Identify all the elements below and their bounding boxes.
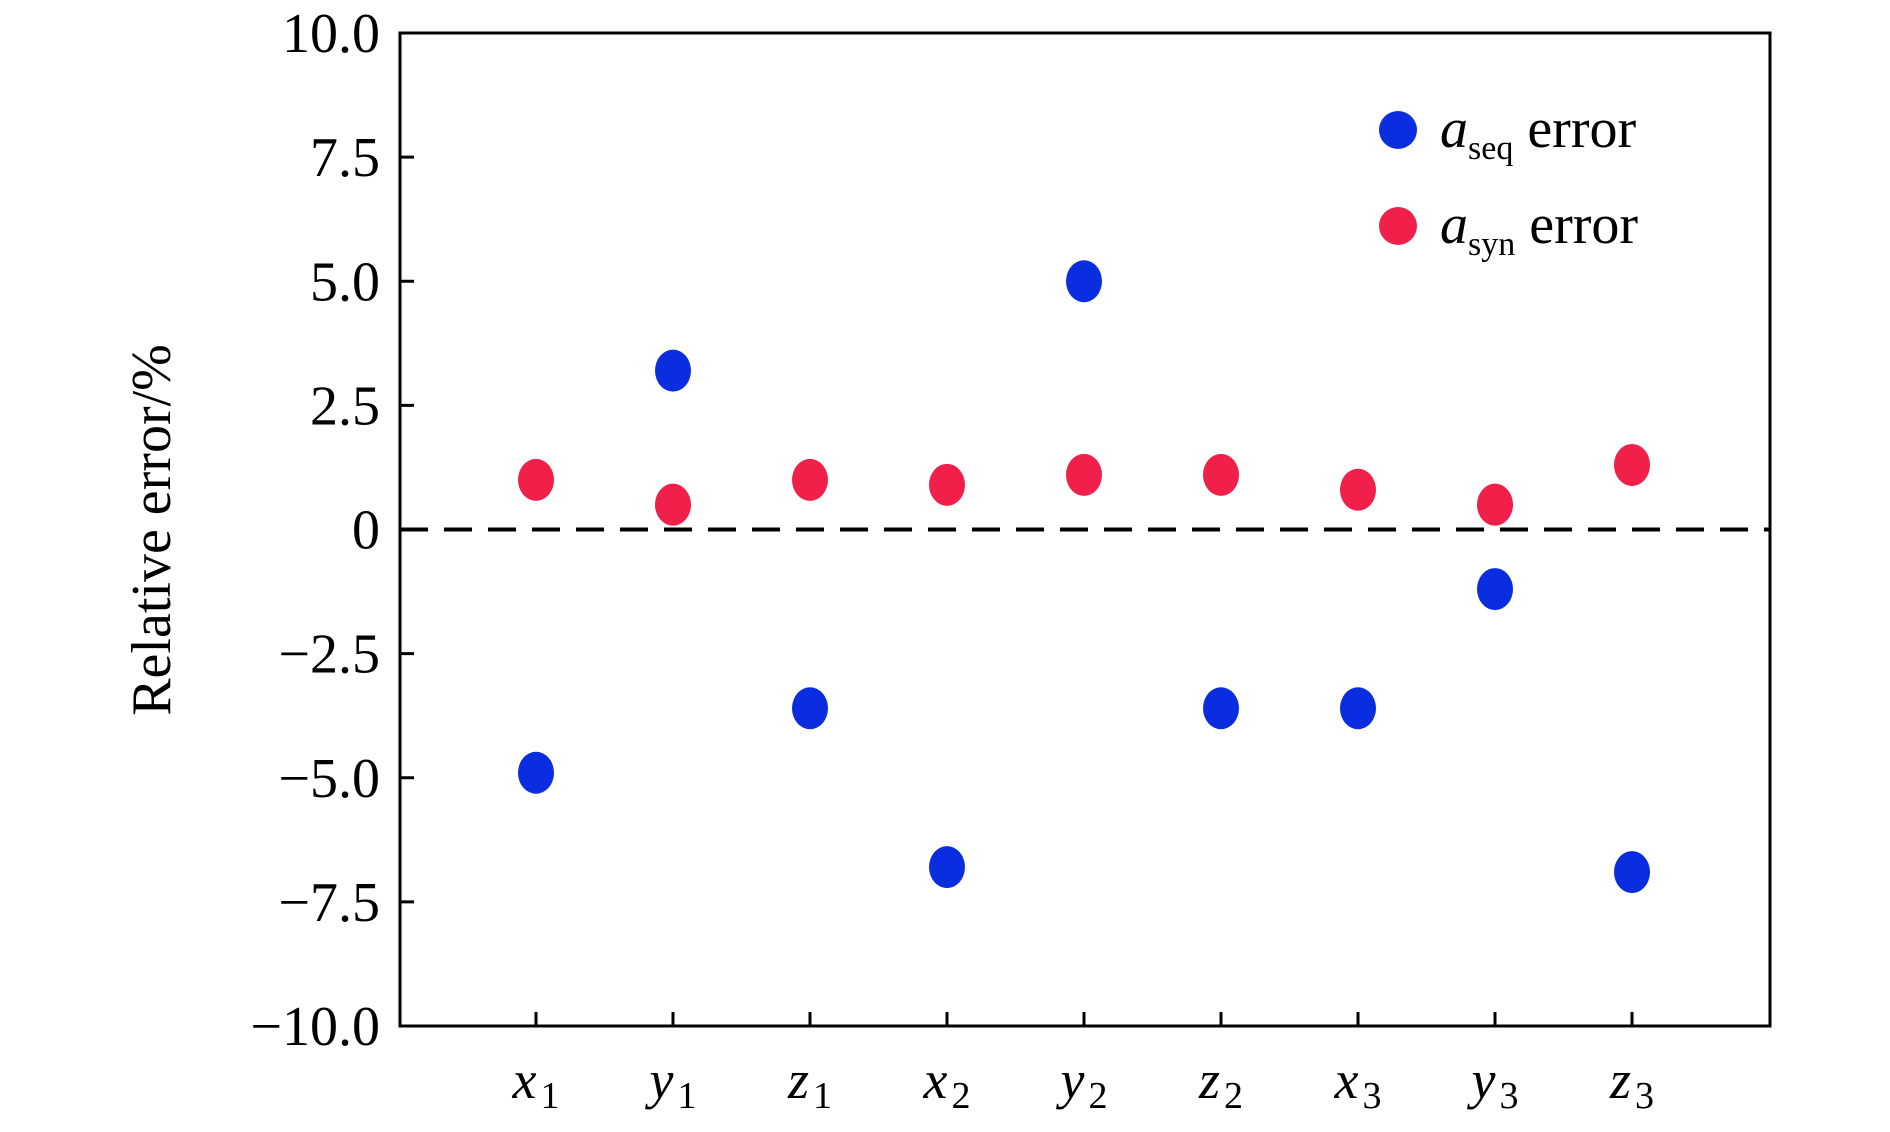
legend: aseq error asyn error — [1379, 98, 1638, 263]
series-1-point — [655, 349, 691, 392]
y-tick-label: 0 — [352, 500, 380, 562]
y-tick-label: 10.0 — [282, 3, 380, 65]
y-tick-label: 5.0 — [310, 251, 380, 313]
series-1-point — [1477, 568, 1513, 611]
series-2-point — [1477, 483, 1513, 526]
series-2-point — [929, 463, 965, 506]
series-1-point — [929, 846, 965, 889]
data-points — [518, 260, 1650, 894]
series-2-point — [1340, 468, 1376, 511]
y-tick-label: 2.5 — [310, 375, 380, 437]
y-tick-label: −5.0 — [278, 748, 380, 810]
y-tick-label: −7.5 — [278, 872, 380, 934]
legend-label: asyn error — [1440, 194, 1638, 263]
y-axis: 10.0 7.5 5.0 2.5 0 −2.5 −5.0 −7.5 −10.0 — [250, 3, 414, 1058]
series-1-point — [518, 751, 554, 794]
legend-label: aseq error — [1440, 98, 1636, 167]
series-1-point — [1203, 687, 1239, 730]
series-1-point — [1614, 851, 1650, 894]
legend-marker — [1379, 207, 1417, 245]
y-tick-label: −2.5 — [278, 624, 380, 686]
series-2-point — [792, 458, 828, 501]
y-tick-label: −10.0 — [250, 996, 380, 1058]
legend-marker — [1379, 111, 1417, 149]
series-2-point — [1203, 453, 1239, 496]
series-2-point — [518, 458, 554, 501]
series-2-point — [1614, 443, 1650, 486]
series-1-point — [1066, 260, 1102, 303]
series-2-point — [1066, 453, 1102, 496]
series-2-point — [655, 483, 691, 526]
series-1-point — [792, 687, 828, 730]
y-tick-label: 7.5 — [310, 127, 380, 189]
y-axis-title: Relative error/% — [121, 344, 183, 716]
series-1-point — [1340, 687, 1376, 730]
